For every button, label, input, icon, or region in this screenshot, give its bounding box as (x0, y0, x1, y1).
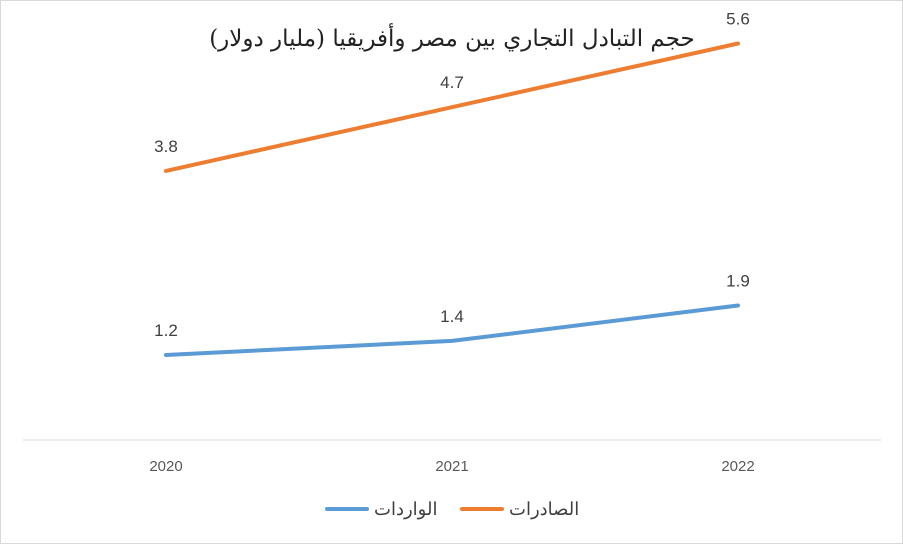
data-label: 5.6 (726, 10, 750, 29)
data-label: 4.7 (440, 73, 464, 92)
data-labels: 3.8 4.7 5.6 1.2 1.4 1.9 (154, 10, 750, 341)
legend: الصادرات الواردات (325, 499, 579, 520)
x-axis-ticks: 2020 2021 2022 (149, 458, 754, 475)
x-tick-label: 2022 (721, 458, 754, 475)
legend-label: الواردات (374, 499, 437, 520)
data-label: 3.8 (154, 137, 178, 156)
series-lines (164, 41, 740, 357)
data-label: 1.9 (726, 272, 750, 291)
x-tick-label: 2020 (149, 458, 182, 475)
data-label: 1.4 (440, 307, 464, 326)
series-line (164, 303, 740, 357)
series-line (164, 41, 740, 173)
x-tick-label: 2021 (435, 458, 468, 475)
chart-title: حجم التبادل التجاري بين مصر وأفريقيا (مل… (209, 23, 695, 52)
data-label: 1.2 (154, 321, 178, 340)
legend-label: الصادرات (509, 499, 579, 520)
